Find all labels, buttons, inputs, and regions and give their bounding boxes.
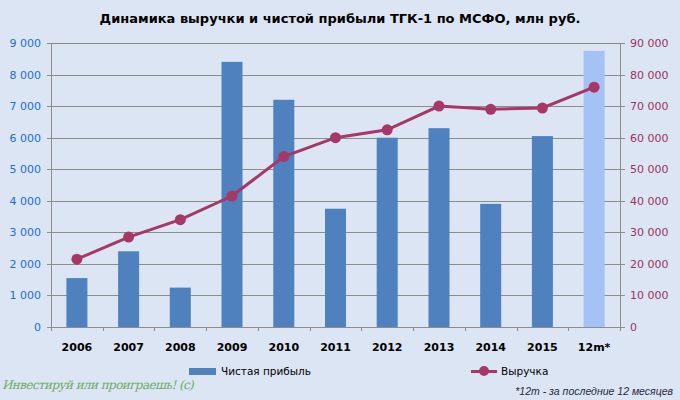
x-axis-label: 2014: [475, 341, 506, 354]
bar: [66, 278, 87, 327]
line-marker: [537, 103, 548, 114]
revenue-line-swatch-icon: [471, 370, 497, 373]
line-marker: [589, 82, 600, 93]
bar: [480, 204, 501, 327]
watermark-text: Инвестируй или проиграешь! (с): [2, 378, 193, 392]
y-axis-label-left: 4 000: [10, 195, 42, 208]
y-axis-label-right: 10 000: [630, 289, 669, 302]
legend-item-net-profit: Чистая прибыль: [189, 364, 311, 378]
y-axis-label-right: 60 000: [630, 132, 669, 145]
x-axis-label: 2012: [372, 341, 403, 354]
y-axis-label-left: 5 000: [10, 163, 42, 176]
y-axis-label-right: 0: [630, 321, 637, 334]
y-axis-label-left: 3 000: [10, 226, 42, 239]
x-axis-label: 2009: [217, 341, 248, 354]
x-axis-label: 2010: [268, 341, 299, 354]
line-marker: [434, 101, 445, 112]
line-marker: [123, 232, 134, 243]
chart-page: Динамика выручки и чистой прибыли ТГК-1 …: [0, 0, 680, 400]
bar: [532, 136, 553, 327]
x-axis-label: 2008: [165, 341, 196, 354]
y-axis-label-right: 50 000: [630, 163, 669, 176]
line-marker: [278, 151, 289, 162]
bar: [325, 209, 346, 327]
y-axis-label-left: 1 000: [10, 289, 42, 302]
x-axis-label: 2013: [424, 341, 455, 354]
y-axis-label-left: 2 000: [10, 258, 42, 271]
bar: [429, 128, 450, 327]
bar: [118, 251, 139, 327]
line-marker: [175, 214, 186, 225]
line-marker: [485, 104, 496, 115]
bar: [170, 288, 191, 327]
x-axis-label: 2006: [62, 341, 93, 354]
chart-plot: 0 1 000 2 000 3 000 4 000 5 000 6 000 7 000 8 00…: [0, 0, 680, 400]
revenue-marker-icon: [479, 366, 489, 376]
x-axis-label: 2011: [320, 341, 351, 354]
y-axis-label-right: 70 000: [630, 100, 669, 113]
y-axis-label-right: 20 000: [630, 258, 669, 271]
y-axis-label-left: 0: [34, 321, 41, 334]
footnote-text: *12m - за последние 12 месяцев: [515, 385, 673, 397]
x-axis-label: 2015: [527, 341, 558, 354]
y-axis-label-left: 6 000: [10, 132, 42, 145]
bar: [377, 138, 398, 327]
y-axis-label-right: 80 000: [630, 69, 669, 82]
y-axis-label-left: 7 000: [10, 100, 42, 113]
y-axis-label-right: 90 000: [630, 37, 669, 50]
line-marker: [227, 191, 238, 202]
y-axis-label-right: 40 000: [630, 195, 669, 208]
bar: [273, 100, 294, 327]
line-marker: [330, 132, 341, 143]
line-marker: [382, 124, 393, 135]
legend-item-revenue: Выручка: [471, 364, 548, 378]
legend-revenue-label: Выручка: [501, 365, 548, 377]
line-marker: [71, 254, 82, 265]
legend-net-profit-label: Чистая прибыль: [221, 365, 311, 377]
x-axis-label: 12m*: [578, 341, 611, 354]
net-profit-swatch-icon: [189, 368, 216, 375]
y-axis-label-left: 9 000: [10, 37, 42, 50]
y-axis-label-right: 30 000: [630, 226, 669, 239]
y-axis-label-left: 8 000: [10, 69, 42, 82]
x-axis-label: 2007: [113, 341, 144, 354]
